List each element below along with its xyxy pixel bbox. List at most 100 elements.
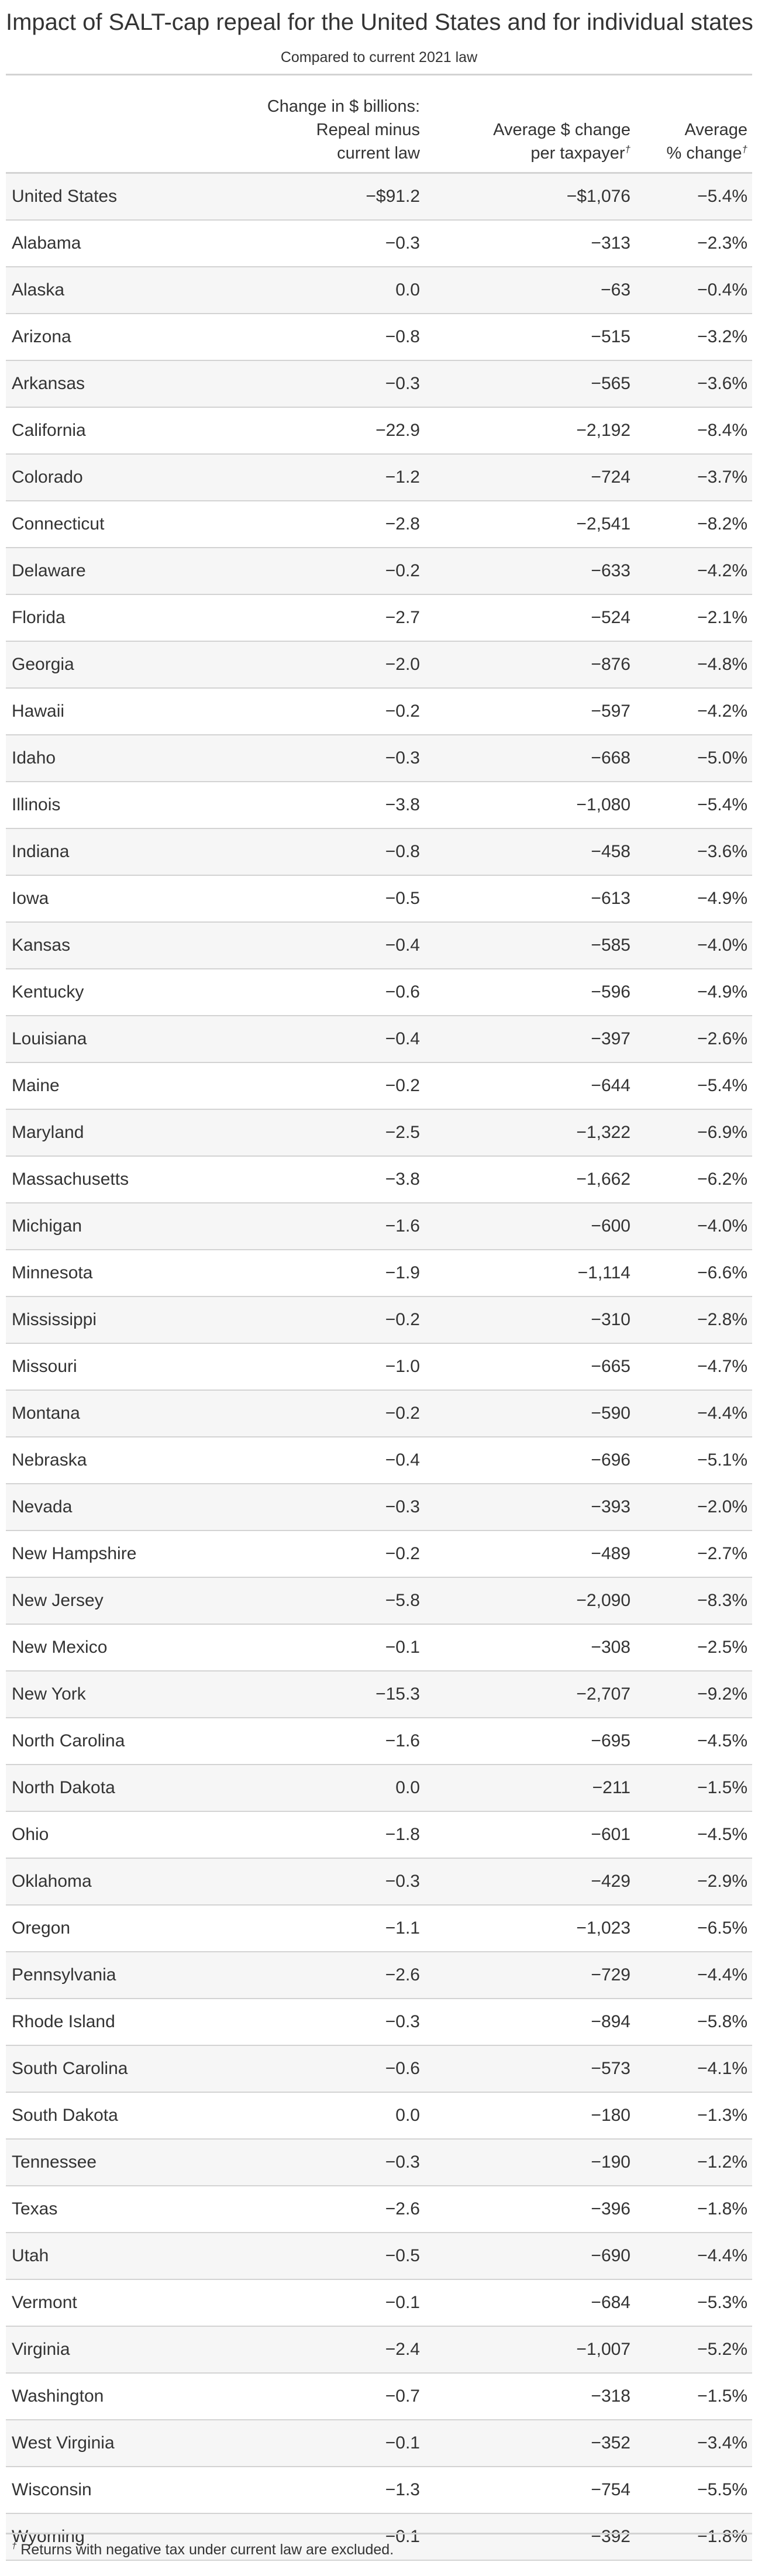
bottom-rule (6, 2533, 752, 2534)
percent-change-cell: −5.1% (697, 1450, 747, 1470)
footnote: † Returns with negative tax under curren… (12, 2538, 394, 2561)
dollar-change-cell: −1,322 (576, 1123, 630, 1142)
state-name-cell: Delaware (12, 561, 86, 580)
state-name-cell: Louisiana (12, 1029, 87, 1048)
billions-change-cell: −0.1 (385, 2527, 420, 2546)
table-row: North Dakota 0.0 −211 −1.5% (6, 1765, 752, 1812)
table-row: West Virginia −0.1 −352 −3.4% (6, 2420, 752, 2467)
dollar-change-cell: −318 (591, 2386, 630, 2406)
billions-change-cell: 0.0 (395, 280, 420, 300)
table-row: Louisiana −0.4 −397 −2.6% (6, 1016, 752, 1063)
table-row: Kentucky −0.6 −596 −4.9% (6, 969, 752, 1016)
state-name-cell: Oregon (12, 1918, 71, 1938)
table-row: Alaska 0.0 −63 −0.4% (6, 267, 752, 314)
dollar-change-cell: −393 (591, 1497, 630, 1516)
percent-change-cell: −8.3% (697, 1591, 747, 1610)
dollar-change-cell: −690 (591, 2246, 630, 2265)
billions-change-cell: −0.2 (385, 1404, 420, 1423)
dollar-change-cell: −1,007 (576, 2340, 630, 2359)
table-row: United States −$91.2 −$1,076 −5.4% (6, 174, 752, 221)
state-name-cell: Illinois (12, 795, 61, 814)
billions-change-cell: −2.6 (385, 2199, 420, 2219)
dollar-change-cell: −308 (591, 1638, 630, 1657)
table-row: Rhode Island −0.3 −894 −5.8% (6, 1999, 752, 2046)
dagger-mark: † (625, 143, 630, 155)
table-row: Tennessee −0.3 −190 −1.2% (6, 2140, 752, 2186)
table-row: Texas −2.6 −396 −1.8% (6, 2186, 752, 2233)
billions-change-cell: −0.3 (385, 233, 420, 253)
dollar-change-cell: −876 (591, 655, 630, 674)
state-name-cell: Vermont (12, 2293, 77, 2312)
billions-change-cell: −0.8 (385, 842, 420, 861)
percent-change-cell: −4.8% (697, 655, 747, 674)
footnote-text: Returns with negative tax under current … (20, 2541, 394, 2558)
state-name-cell: Connecticut (12, 514, 105, 534)
dollar-change-cell: −633 (591, 561, 630, 580)
billions-change-cell: −0.1 (385, 1638, 420, 1657)
dollar-change-cell: −313 (591, 233, 630, 253)
state-name-cell: Maine (12, 1076, 60, 1095)
dollar-change-cell: −396 (591, 2199, 630, 2219)
percent-change-cell: −2.5% (697, 1638, 747, 1657)
percent-change-cell: −9.2% (697, 1684, 747, 1704)
state-name-cell: Maryland (12, 1123, 84, 1142)
table-row: Minnesota −1.9 −1,114 −6.6% (6, 1250, 752, 1297)
dollar-change-cell: −590 (591, 1404, 630, 1423)
dollar-change-cell: −565 (591, 374, 630, 393)
state-name-cell: West Virginia (12, 2433, 115, 2453)
dollar-change-cell: −644 (591, 1076, 630, 1095)
table-row: Alabama −0.3 −313 −2.3% (6, 221, 752, 267)
dollar-change-cell: −211 (592, 1778, 630, 1797)
dollar-change-cell: −601 (591, 1825, 630, 1844)
billions-change-cell: −3.8 (385, 795, 420, 814)
percent-change-cell: −2.1% (697, 608, 747, 627)
billions-change-cell: −2.8 (385, 514, 420, 534)
table-row: Illinois −3.8 −1,080 −5.4% (6, 782, 752, 829)
billions-change-cell: −0.2 (385, 1310, 420, 1329)
billions-change-cell: −0.3 (385, 1872, 420, 1891)
dollar-change-cell: −585 (591, 936, 630, 955)
state-name-cell: Colorado (12, 467, 83, 487)
percent-change-cell: −3.2% (697, 327, 747, 346)
state-name-cell: Wyoming (12, 2527, 85, 2546)
billions-change-cell: −1.3 (385, 2480, 420, 2499)
percent-change-cell: −6.2% (697, 1170, 747, 1189)
state-name-cell: Kansas (12, 936, 71, 955)
state-name-cell: Alaska (12, 280, 65, 300)
table-row: Connecticut −2.8 −2,541 −8.2% (6, 501, 752, 548)
state-name-cell: Iowa (12, 889, 49, 908)
dollar-change-cell: −754 (591, 2480, 630, 2499)
percent-change-cell: −5.5% (697, 2480, 747, 2499)
billions-change-cell: −0.1 (385, 2293, 420, 2312)
table-row: Georgia −2.0 −876 −4.8% (6, 642, 752, 689)
percent-change-cell: −1.8% (697, 2527, 747, 2546)
dollar-change-cell: −458 (591, 842, 630, 861)
table-subtitle: Compared to current 2021 law (280, 49, 478, 66)
state-name-cell: Utah (12, 2246, 49, 2265)
billions-change-cell: −0.2 (385, 701, 420, 721)
state-name-cell: Pennsylvania (12, 1965, 116, 1985)
dollar-change-cell: −2,707 (576, 1684, 630, 1704)
dollar-change-cell: −515 (591, 327, 630, 346)
billions-change-cell: −1.1 (385, 1918, 420, 1938)
table-row: Oregon −1.1 −1,023 −6.5% (6, 1906, 752, 1952)
dollar-change-cell: −397 (591, 1029, 630, 1048)
percent-change-cell: −4.2% (697, 561, 747, 580)
table-row: New Hampshire −0.2 −489 −2.7% (6, 1531, 752, 1578)
table-row: North Carolina −1.6 −695 −4.5% (6, 1718, 752, 1765)
table-row: Idaho −0.3 −668 −5.0% (6, 735, 752, 782)
billions-change-cell: −1.2 (385, 467, 420, 487)
billions-change-cell: −0.2 (385, 561, 420, 580)
percent-change-cell: −2.3% (697, 233, 747, 253)
table-row: Michigan −1.6 −600 −4.0% (6, 1203, 752, 1250)
percent-change-cell: −4.5% (697, 1731, 747, 1750)
table-row: Montana −0.2 −590 −4.4% (6, 1391, 752, 1437)
dollar-change-cell: −190 (591, 2152, 630, 2172)
percent-change-cell: −1.3% (697, 2106, 747, 2125)
dollar-change-cell: −2,192 (576, 421, 630, 440)
table-row: South Dakota 0.0 −180 −1.3% (6, 2093, 752, 2140)
table-row: Florida −2.7 −524 −2.1% (6, 595, 752, 642)
percent-change-cell: −4.0% (697, 1216, 747, 1236)
billions-change-cell: −0.7 (385, 2386, 420, 2406)
percent-change-cell: −4.1% (697, 2059, 747, 2078)
